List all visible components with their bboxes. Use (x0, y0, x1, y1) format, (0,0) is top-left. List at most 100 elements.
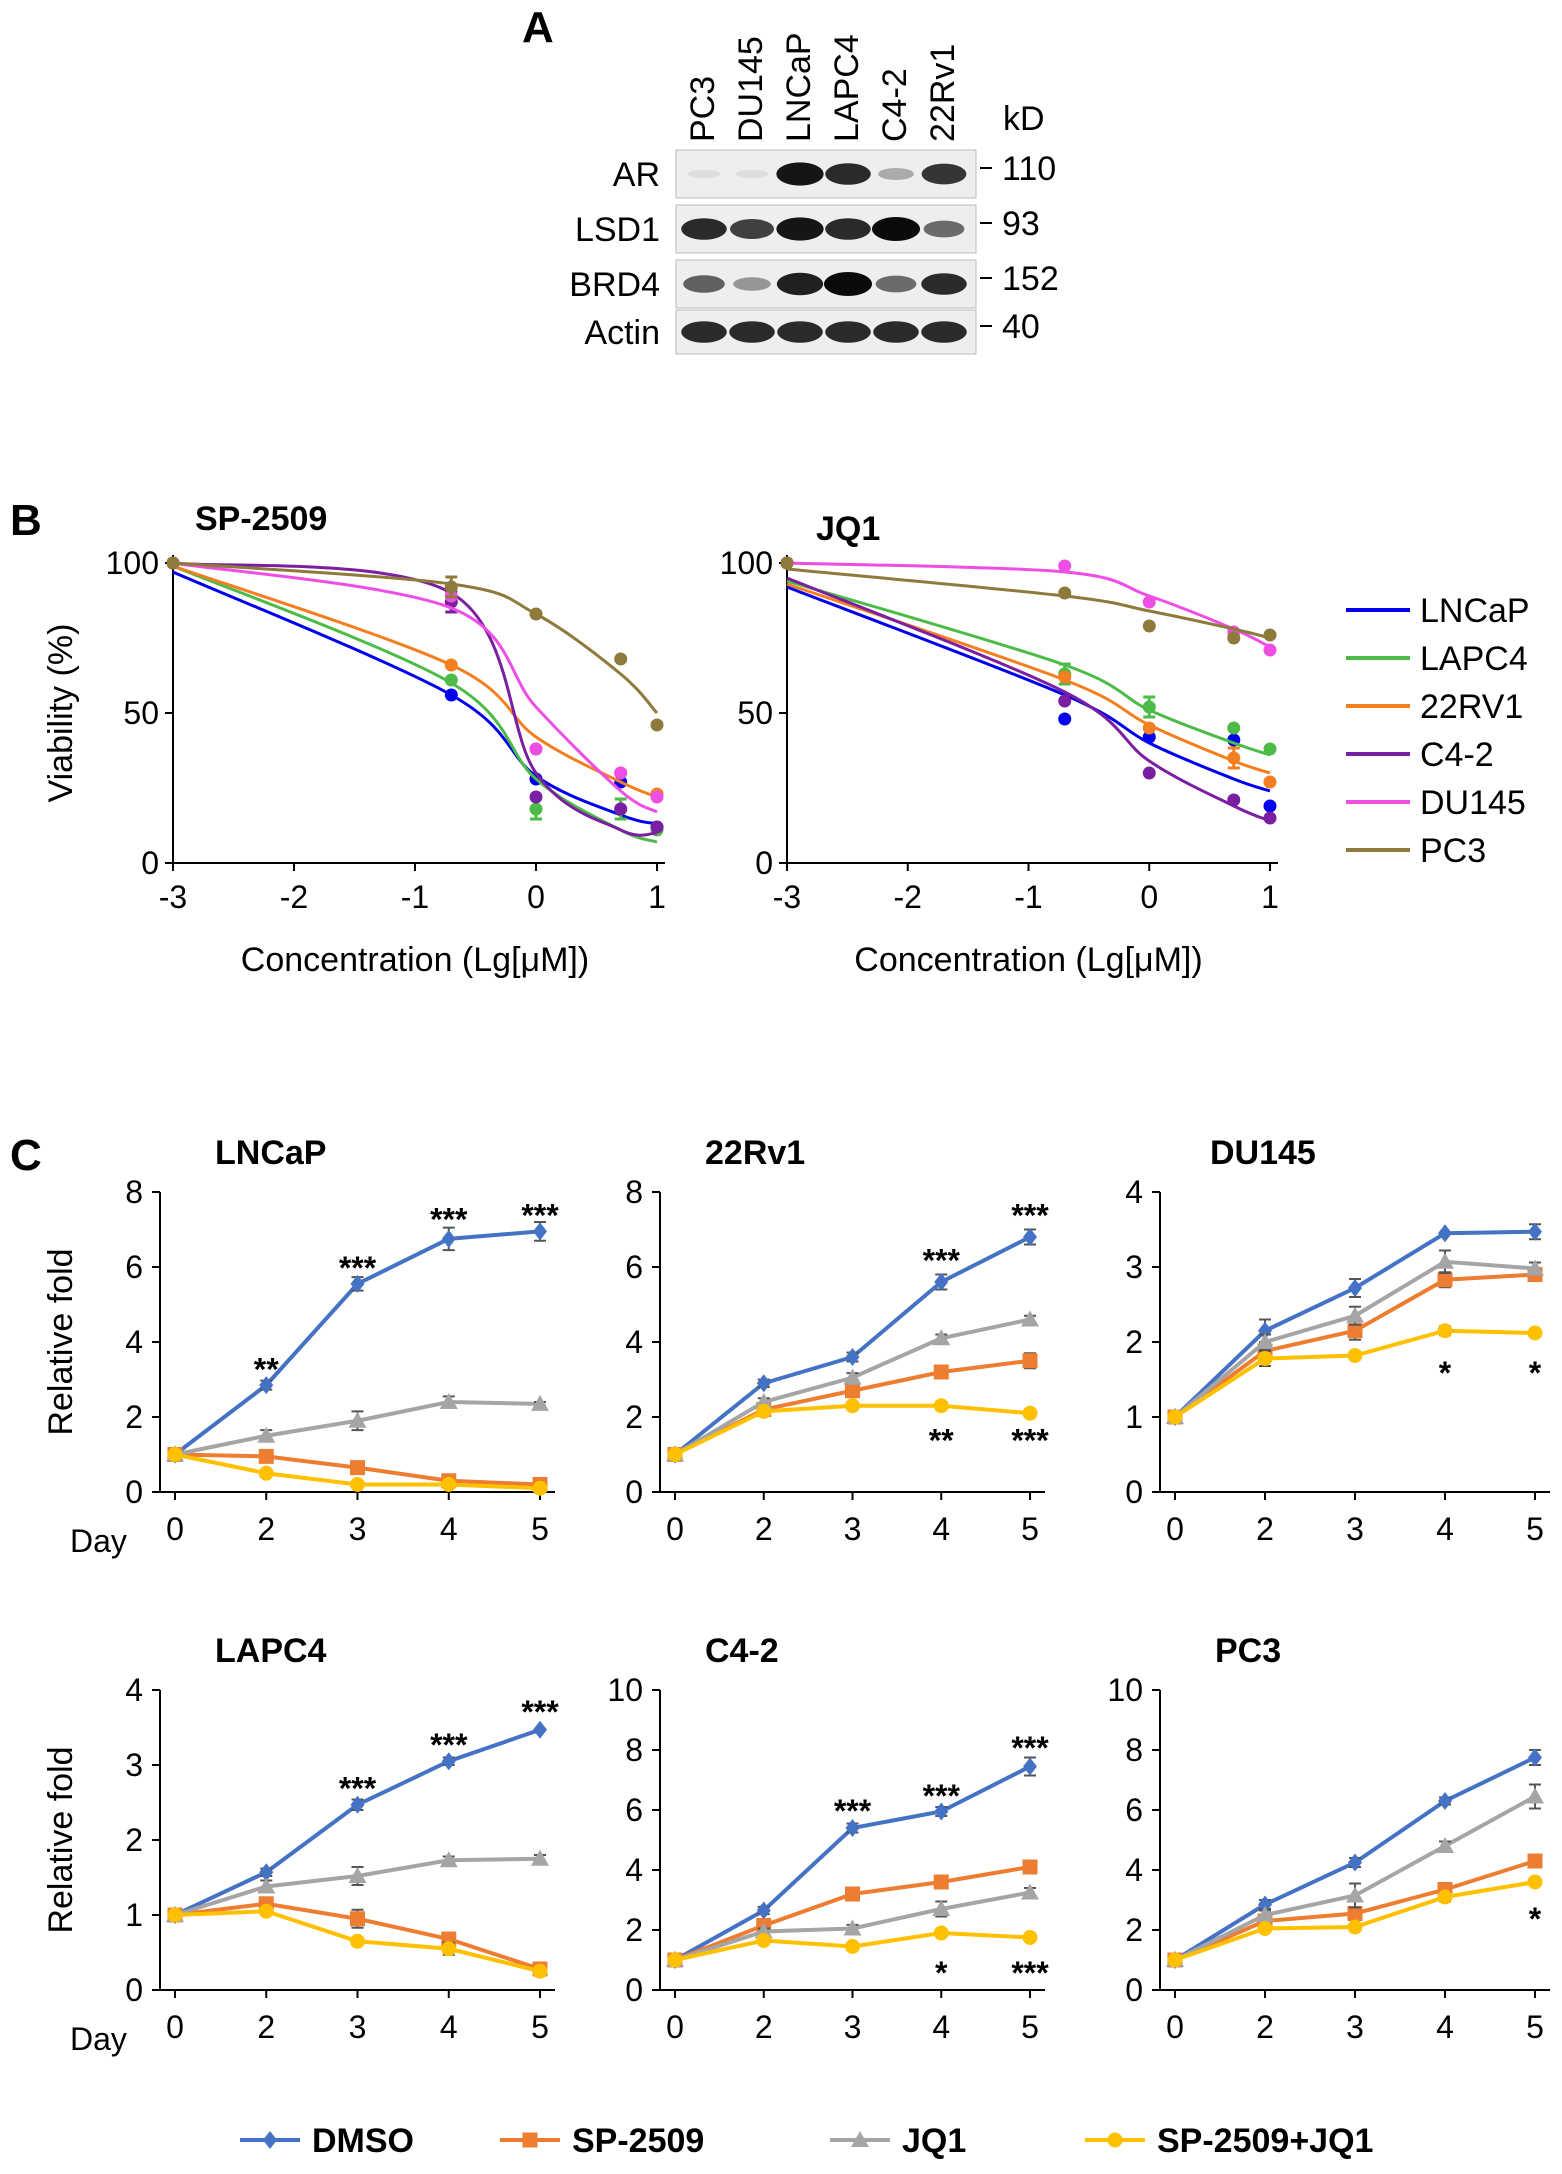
chart-title: JQ1 (816, 510, 880, 548)
data-point-jq1 (843, 1919, 862, 1936)
y-tick-label: 4 (625, 1852, 643, 1888)
x-axis-title: Concentration (Lg[μM]) (241, 941, 589, 979)
lane-label-lncap: LNCaP (780, 32, 818, 142)
data-point-sp-2509 (1527, 1853, 1543, 1869)
fit-curve-du145 (172, 561, 658, 814)
data-point-jq1 (1346, 1306, 1364, 1323)
y-tick-label: 0 (1125, 1972, 1143, 2008)
y-tick-label: 6 (125, 1249, 143, 1285)
data-point-sp-2509-jq1 (1167, 1409, 1183, 1425)
data-point-sp-2509 (350, 1460, 365, 1476)
blot-band (687, 169, 721, 179)
data-point-sp-2509-jq1 (1527, 1874, 1543, 1890)
data-point-dmso (1438, 1792, 1452, 1810)
series-c4-2 (780, 556, 1277, 825)
chart-title: SP-2509 (195, 500, 327, 538)
y-tick-label: 8 (625, 1732, 643, 1768)
growth-chart-pc3: PC3 0 2 4 6 8 10 0 2 3 4 5 * (1107, 1632, 1550, 2045)
legend-label-du145: DU145 (1420, 784, 1526, 822)
data-point-pc3 (614, 652, 628, 666)
significance-label: *** (923, 1243, 961, 1279)
y-tick-label: 0 (625, 1474, 643, 1510)
x-tick-label: -3 (159, 879, 187, 915)
y-tick-label: 0 (141, 845, 159, 881)
x-tick-label: 1 (648, 879, 666, 915)
data-point-dmso (533, 1720, 547, 1739)
blot-band (776, 272, 824, 296)
legend-marker-jq1 (851, 2131, 869, 2147)
data-point-dmso (441, 1752, 456, 1771)
data-point-jq1 (1256, 1906, 1274, 1922)
x-axis-title: Concentration (Lg[μM]) (854, 941, 1202, 979)
significance-label: *** (339, 1250, 377, 1286)
x-tick-label: 3 (349, 1511, 367, 1547)
x-tick-label: 5 (531, 2009, 549, 2045)
data-point-jq1 (1021, 1310, 1039, 1327)
blot-row-label-actin: Actin (584, 314, 660, 352)
data-point-dmso (756, 1374, 771, 1393)
data-point-jq1 (1526, 1787, 1544, 1804)
y-axis-title: Relative fold (42, 1248, 80, 1435)
blot-row-label-ar: AR (613, 156, 660, 194)
data-point-jq1 (1021, 1883, 1039, 1900)
series-jq1 (166, 1393, 549, 1462)
chart-title: 22Rv1 (705, 1134, 805, 1172)
series-du145 (166, 556, 664, 814)
data-point-dmso (350, 1795, 365, 1814)
y-tick-label: 4 (125, 1672, 143, 1708)
significance-label: * (935, 1955, 948, 1991)
data-point-du145 (1142, 595, 1156, 609)
legend-label-sp-2509: SP-2509 (572, 2122, 704, 2160)
x-tick-label: 3 (1346, 2009, 1364, 2045)
blot-band (681, 218, 727, 240)
legend-marker-dmso (263, 2131, 277, 2149)
x-tick-label: 5 (1021, 1511, 1039, 1547)
kd-header: kD (1003, 100, 1045, 138)
data-point-pc3 (1227, 631, 1241, 645)
data-point-dmso (350, 1274, 365, 1293)
y-tick-label: 6 (1125, 1792, 1143, 1828)
panel-c-legend: DMSO SP-2509 JQ1 SP-2509+JQ1 (240, 2122, 1373, 2160)
blot-band (824, 272, 872, 296)
data-point-pc3 (166, 556, 180, 570)
data-point-sp-2509-jq1 (532, 1480, 548, 1496)
data-point-dmso (1528, 1222, 1542, 1241)
legend-label-pc3: PC3 (1420, 832, 1486, 870)
y-tick-label: 1 (125, 1897, 143, 1933)
x-tick-label: 5 (1021, 2009, 1039, 2045)
fit-curve-lncap (786, 585, 1271, 793)
data-point-sp-2509-jq1 (350, 1933, 365, 1949)
x-tick-label: 5 (1526, 2009, 1544, 2045)
legend-marker-sp-2509 (522, 2132, 538, 2148)
significance-label: *** (1011, 1730, 1049, 1766)
y-tick-label: 0 (125, 1972, 143, 2008)
y-tick-label: 2 (125, 1822, 143, 1858)
data-point-jq1 (754, 1393, 773, 1409)
fit-curve-lapc4 (786, 579, 1271, 757)
blot-band (776, 162, 824, 186)
fit-curve-lncap (172, 570, 658, 826)
data-point-sp-2509-jq1 (667, 1447, 683, 1462)
x-tick-label: 4 (1436, 2009, 1454, 2045)
y-tick-label: 0 (1125, 1474, 1143, 1510)
y-tick-label: 3 (1125, 1249, 1143, 1285)
data-point-sp-2509-jq1 (350, 1477, 365, 1492)
x-tick-label: 2 (755, 1511, 773, 1547)
fit-curve-22rv1 (786, 582, 1271, 775)
legend-label-lncap: LNCaP (1420, 592, 1530, 630)
data-point-lapc4 (529, 802, 543, 816)
blot-band (825, 321, 871, 343)
x-tick-label: 3 (844, 2009, 862, 2045)
data-point-lncap (444, 688, 458, 702)
data-point-lapc4 (1227, 721, 1241, 735)
data-point-jq1 (257, 1877, 276, 1894)
data-point-sp-2509 (845, 1383, 860, 1399)
data-point-jq1 (1346, 1886, 1364, 1903)
x-tick-label: -2 (894, 879, 922, 915)
y-tick-label: 4 (1125, 1174, 1143, 1210)
data-point-jq1 (1436, 1837, 1454, 1853)
series-lapc4 (780, 556, 1277, 757)
